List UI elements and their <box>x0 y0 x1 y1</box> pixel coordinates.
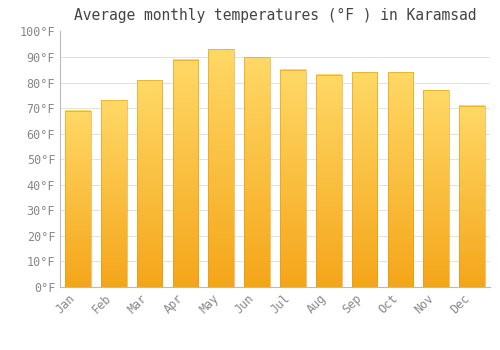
Bar <box>388 72 413 287</box>
Bar <box>459 106 485 287</box>
Bar <box>316 75 342 287</box>
Bar <box>136 80 162 287</box>
Bar <box>424 90 449 287</box>
Bar <box>101 100 126 287</box>
Bar <box>208 49 234 287</box>
Bar <box>280 70 306 287</box>
Bar <box>172 60 199 287</box>
Bar <box>244 57 270 287</box>
Bar <box>65 111 91 287</box>
Title: Average monthly temperatures (°F ) in Karamsad: Average monthly temperatures (°F ) in Ka… <box>74 8 476 23</box>
Bar <box>352 72 378 287</box>
